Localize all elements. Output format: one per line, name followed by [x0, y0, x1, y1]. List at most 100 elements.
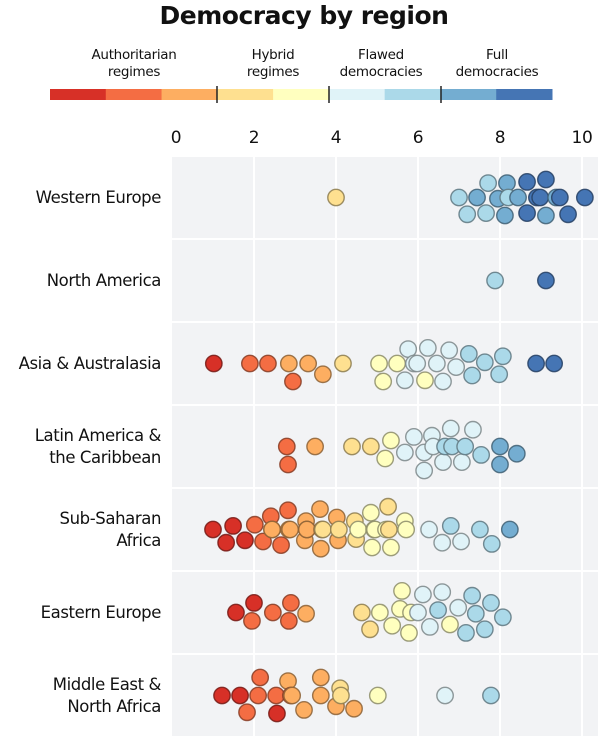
data-point [313, 365, 332, 384]
data-point [382, 431, 400, 450]
data-point [507, 444, 526, 463]
region-label: Eastern Europe [0, 602, 162, 624]
data-point [463, 366, 482, 385]
data-point [409, 603, 427, 622]
data-point [452, 532, 470, 551]
data-point [491, 455, 509, 474]
data-point [370, 603, 389, 622]
data-point [441, 517, 460, 535]
data-point [379, 497, 397, 516]
data-point [449, 598, 468, 617]
data-point [441, 419, 460, 438]
legend-label-authoritarian: Authoritarian regimes [69, 47, 199, 81]
data-point [550, 188, 569, 207]
data-point [457, 624, 475, 642]
data-point [313, 520, 332, 539]
data-point [463, 586, 482, 605]
region-label: Latin America & the Caribbean [0, 425, 162, 469]
data-point [329, 520, 348, 539]
data-point [518, 172, 536, 191]
data-point [279, 612, 298, 630]
data-point [297, 604, 315, 623]
legend-color-segment [273, 89, 330, 100]
data-point [537, 170, 555, 189]
data-point [311, 539, 330, 558]
data-point [482, 594, 500, 612]
data-point [383, 616, 402, 635]
data-point [311, 686, 330, 705]
x-tick-label: 10 [571, 128, 593, 148]
data-point [361, 437, 380, 456]
data-point [575, 188, 594, 207]
data-point [491, 437, 509, 456]
data-point [279, 501, 297, 520]
data-point [254, 532, 272, 551]
region-label-line: North America [46, 270, 162, 290]
legend-label-hybrid: Hybrid regimes [208, 47, 338, 81]
data-point [436, 686, 454, 705]
legend-color-segment [328, 89, 386, 100]
data-point [477, 204, 495, 223]
data-point [464, 420, 482, 439]
data-point [277, 437, 296, 456]
data-point [545, 354, 564, 373]
legend-color-segment [384, 89, 441, 100]
data-point [306, 437, 324, 456]
data-point [379, 520, 398, 539]
data-point [382, 538, 400, 557]
data-point [482, 686, 500, 705]
data-point [217, 533, 236, 552]
data-point [493, 608, 512, 627]
data-point [440, 341, 459, 360]
data-point [297, 520, 316, 539]
legend-color-segment [105, 89, 163, 100]
legend-color-segment [217, 89, 274, 100]
data-point [327, 188, 345, 207]
region-label: Asia & Australasia [0, 353, 162, 375]
data-point [433, 583, 452, 601]
region-label-line: Latin America & [34, 425, 162, 445]
legend-label-line: regimes [246, 64, 300, 80]
data-point [427, 354, 446, 373]
legend-label-line: democracies [339, 64, 423, 80]
data-point [281, 594, 300, 612]
data-point [349, 520, 368, 539]
data-point [496, 206, 514, 225]
legend-label-flawed: Flawed democracies [316, 47, 446, 81]
data-point [393, 582, 411, 600]
data-point [311, 500, 329, 518]
data-point [466, 604, 485, 623]
data-point [416, 371, 434, 390]
legend-label-line: Authoritarian [91, 47, 177, 63]
x-tick-label: 8 [494, 128, 506, 148]
data-point [259, 354, 277, 373]
region-label-line: Asia & Australasia [18, 353, 162, 373]
data-point [482, 535, 501, 553]
data-point [374, 372, 393, 391]
x-tick-label: 0 [170, 128, 182, 148]
data-point [332, 686, 350, 705]
data-point [361, 620, 379, 639]
data-point [559, 205, 577, 224]
data-point [284, 372, 302, 391]
data-point [204, 354, 223, 373]
region-label: Middle East & North Africa [0, 674, 162, 718]
region-label: Western Europe [0, 187, 162, 209]
data-point [395, 443, 414, 462]
data-point [376, 449, 395, 468]
x-tick-label: 2 [248, 128, 260, 148]
region-label-line: Sub-Saharan [59, 508, 162, 528]
data-point [227, 603, 245, 622]
data-point [388, 354, 406, 373]
region-label: Sub-Saharan Africa [0, 508, 162, 552]
data-point [231, 686, 249, 705]
data-point [475, 620, 494, 639]
legend-label-full: Full democracies [432, 47, 562, 81]
data-point [414, 585, 432, 604]
data-point [240, 354, 259, 373]
chart-title: Democracy by region [159, 1, 449, 30]
data-point [433, 533, 452, 552]
data-point [272, 536, 290, 554]
data-point [343, 437, 361, 456]
